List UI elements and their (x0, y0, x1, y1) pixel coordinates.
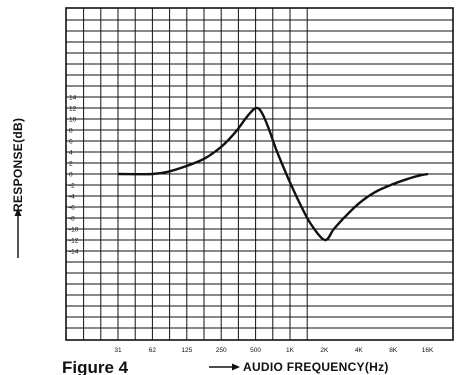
y-tick-label: -2 (69, 182, 75, 189)
y-axis-label: RESPONSE(dB) (11, 118, 25, 212)
y-tick-label: 10 (69, 116, 77, 123)
x-tick-label: 500 (250, 347, 261, 354)
y-tick-label: 6 (69, 138, 73, 145)
y-tick-label: 14 (69, 94, 77, 101)
x-tick-label: 8K (389, 347, 398, 354)
y-tick-label: -10 (69, 226, 79, 233)
y-tick-labels: 14 12 10 8 6 4 2 0 -2 -4 -6 -8 -10 -12 -14 (69, 94, 79, 255)
y-tick-label: -12 (69, 237, 79, 244)
x-tick-label: 125 (181, 347, 192, 354)
x-tick-label: 250 (216, 347, 227, 354)
y-tick-label: 2 (69, 160, 73, 167)
x-tick-label: 31 (114, 347, 122, 354)
y-tick-label: 4 (69, 149, 73, 156)
y-tick-label: 0 (69, 171, 73, 178)
x-tick-label: 62 (149, 347, 157, 354)
y-tick-label: -4 (69, 193, 75, 200)
x-tick-label: 4K (355, 347, 364, 354)
figure-label: Figure 4 (62, 358, 129, 375)
y-axis-arrow-head (14, 208, 22, 216)
x-axis-label: AUDIO FREQUENCY(Hz) (243, 360, 389, 374)
x-tick-label: 16K (422, 347, 434, 354)
y-tick-label: -8 (69, 215, 75, 222)
x-tick-label: 2K (320, 347, 329, 354)
y-tick-label: 12 (69, 105, 77, 112)
y-tick-label: -14 (69, 248, 79, 255)
y-tick-label: -6 (69, 204, 75, 211)
x-tick-label: 1K (286, 347, 295, 354)
grid-layer (65, 7, 454, 341)
x-tick-labels: 31 62 125 250 500 1K 2K 4K 8K 16K (114, 347, 434, 354)
x-axis-arrow-head (232, 363, 240, 371)
y-tick-label: 8 (69, 127, 73, 134)
response-curve (117, 106, 429, 242)
